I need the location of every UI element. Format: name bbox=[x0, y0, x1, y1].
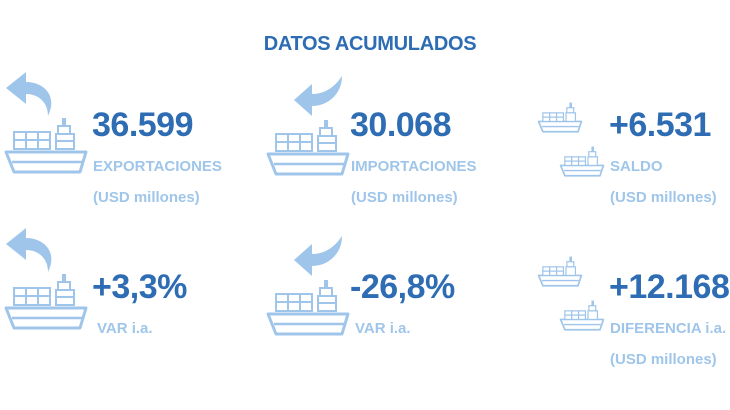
stat-label-line2: (USD millones) bbox=[610, 189, 717, 206]
stat-label: DIFERENCIA i.a. (USD millones) bbox=[610, 313, 726, 375]
stat-label: VAR i.a. bbox=[355, 313, 411, 344]
stat-value: 30.068 bbox=[350, 106, 452, 144]
stat-label-line1: DIFERENCIA i.a. bbox=[610, 320, 727, 337]
stat-value: -26,8% bbox=[350, 268, 455, 306]
export-ship-icon bbox=[4, 228, 88, 330]
import-ship-icon bbox=[266, 76, 350, 176]
trade-balance-ships-icon bbox=[537, 255, 605, 331]
stat-label: VAR i.a. bbox=[97, 313, 153, 344]
stat-label-line2: (USD millones) bbox=[93, 189, 200, 206]
stat-label: IMPORTACIONES (USD millones) bbox=[351, 151, 477, 213]
stat-label-line1: VAR i.a. bbox=[355, 320, 411, 337]
export-ship-icon bbox=[4, 72, 88, 174]
stat-label-line1: EXPORTACIONES bbox=[93, 158, 222, 175]
stat-label: EXPORTACIONES (USD millones) bbox=[93, 151, 222, 213]
stat-label-line2: (USD millones) bbox=[610, 351, 717, 368]
stat-label-line1: VAR i.a. bbox=[97, 320, 153, 337]
stat-value: +3,3% bbox=[92, 268, 187, 306]
import-ship-icon bbox=[266, 236, 350, 336]
stat-label-line2: (USD millones) bbox=[351, 189, 458, 206]
stat-label-line1: SALDO bbox=[610, 158, 663, 175]
trade-balance-ships-icon bbox=[537, 101, 605, 177]
stat-value: +6.531 bbox=[609, 106, 711, 144]
stat-label-line1: IMPORTACIONES bbox=[351, 158, 477, 175]
stat-value: +12.168 bbox=[609, 268, 730, 306]
stat-value: 36.599 bbox=[92, 106, 194, 144]
stat-label: SALDO (USD millones) bbox=[610, 151, 717, 213]
page-title: DATOS ACUMULADOS bbox=[263, 33, 477, 55]
